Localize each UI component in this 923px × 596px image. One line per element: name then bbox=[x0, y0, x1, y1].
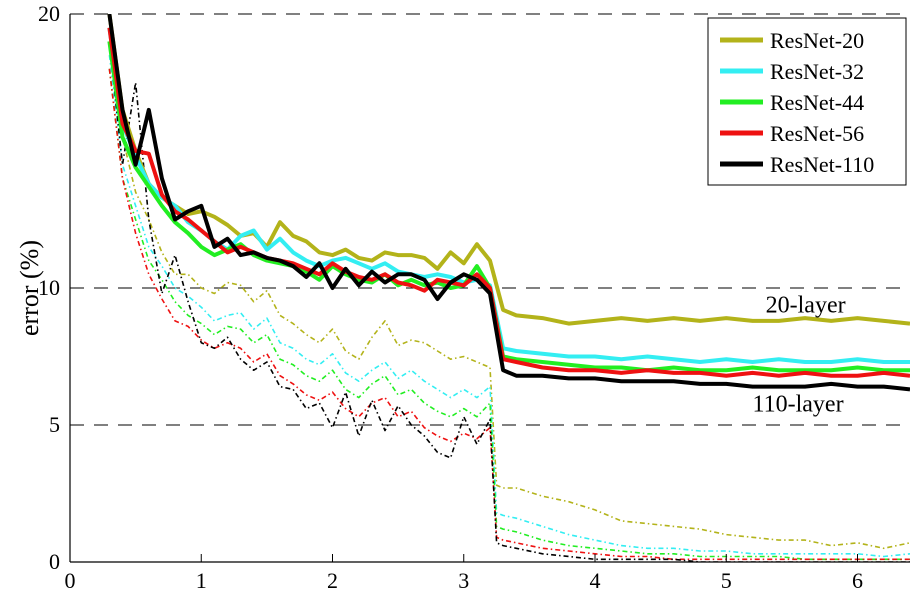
annotations: 20-layer 110-layer bbox=[753, 293, 846, 418]
y-tick-label: 20 bbox=[38, 1, 60, 26]
x-tick-label: 1 bbox=[196, 568, 207, 593]
y-tick-label: 0 bbox=[49, 549, 60, 574]
legend-label: ResNet-110 bbox=[770, 152, 874, 177]
x-tick-label: 5 bbox=[721, 568, 732, 593]
x-tick-label: 3 bbox=[458, 568, 469, 593]
train-line-resnet-110 bbox=[108, 41, 910, 562]
train-line-resnet-20 bbox=[108, 41, 910, 550]
annotation-label: 110-layer bbox=[753, 391, 844, 417]
x-tick-label: 0 bbox=[65, 568, 76, 593]
x-tick-label: 4 bbox=[590, 568, 601, 593]
test-line-resnet-110 bbox=[107, 14, 910, 392]
tick-labels: 0 1 2 3 4 5 6 0 5 10 20 bbox=[38, 1, 863, 593]
legend-label: ResNet-32 bbox=[770, 59, 864, 84]
x-tick-label: 2 bbox=[327, 568, 338, 593]
train-line-resnet-32 bbox=[108, 55, 910, 558]
legend-label: ResNet-44 bbox=[770, 90, 864, 115]
series-lines bbox=[107, 14, 910, 562]
annotation-label: 20-layer bbox=[766, 293, 846, 319]
legend-label: ResNet-56 bbox=[770, 121, 864, 146]
y-axis-label: error (%) bbox=[15, 240, 44, 336]
test-line-resnet-44 bbox=[107, 41, 910, 373]
train-line-resnet-44 bbox=[108, 68, 910, 561]
y-tick-label: 5 bbox=[49, 412, 60, 437]
y-tick-label: 10 bbox=[38, 275, 60, 300]
test-line-resnet-20 bbox=[107, 14, 910, 326]
legend: ResNet-20 ResNet-32 ResNet-44 ResNet-56 ResN… bbox=[707, 17, 907, 186]
x-tick-label: 6 bbox=[852, 568, 863, 593]
legend-label: ResNet-20 bbox=[770, 28, 864, 53]
